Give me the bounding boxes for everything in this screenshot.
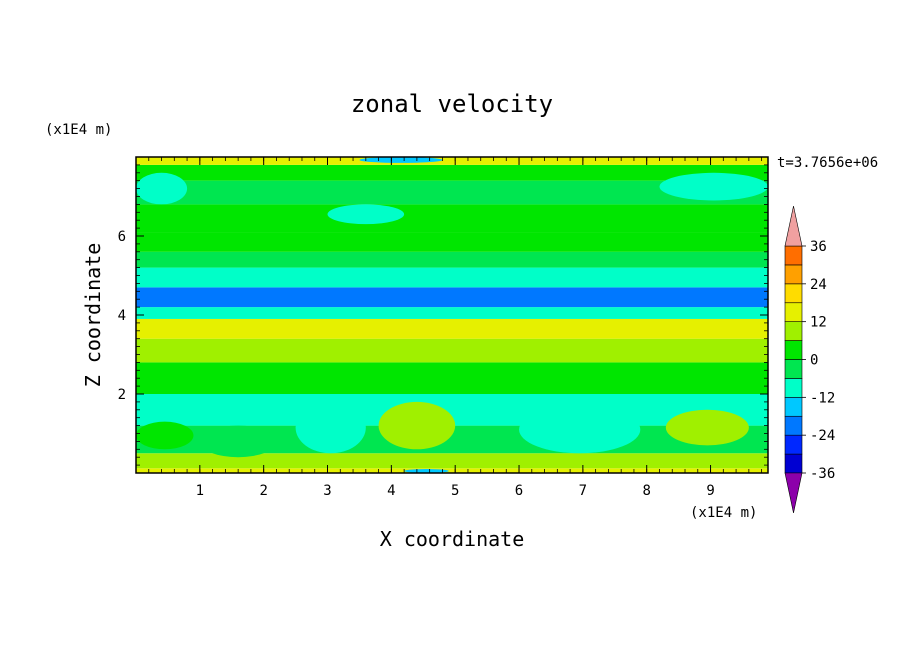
contour-feature bbox=[665, 409, 749, 446]
contour-feature bbox=[327, 204, 405, 225]
y-tick-label: 2 bbox=[118, 387, 126, 403]
x-scale-label: (x1E4 m) bbox=[690, 505, 757, 521]
colorbar-swatch bbox=[784, 245, 803, 266]
contour-feature bbox=[359, 157, 443, 163]
colorbar-swatch bbox=[784, 415, 803, 436]
colorbar-label: -24 bbox=[810, 428, 835, 444]
colorbar-label: -36 bbox=[810, 466, 835, 482]
contour-band bbox=[136, 307, 768, 319]
colorbar: 36 24 12 0 -12 -24 -36 bbox=[784, 205, 835, 514]
contour-band bbox=[136, 362, 768, 394]
colorbar-swatch bbox=[784, 321, 803, 341]
colorbar-swatch bbox=[784, 283, 803, 304]
y-axis: 2 4 6 bbox=[118, 164, 768, 466]
contour-feature bbox=[404, 469, 449, 473]
contour-feature bbox=[659, 172, 768, 201]
contour-band bbox=[136, 453, 768, 469]
chart-title: zonal velocity bbox=[351, 90, 553, 118]
colorbar-label: 36 bbox=[810, 239, 827, 255]
contour-band bbox=[136, 338, 768, 363]
colorbar-swatch bbox=[784, 340, 803, 360]
contour-band bbox=[136, 251, 768, 268]
contour-feature bbox=[199, 425, 277, 458]
x-tick-label: 3 bbox=[323, 483, 331, 499]
contour-band bbox=[136, 318, 768, 339]
contour-feature bbox=[136, 172, 188, 205]
x-tick-label: 5 bbox=[451, 483, 459, 499]
colorbar-swatch bbox=[784, 359, 803, 379]
colorbar-label: -12 bbox=[810, 390, 835, 406]
contour-band bbox=[136, 468, 768, 473]
colorbar-over-arrow bbox=[784, 205, 803, 247]
contour-feature bbox=[378, 401, 456, 450]
contour-band bbox=[136, 157, 768, 165]
y-scale-label: (x1E4 m) bbox=[45, 122, 112, 138]
contour-feature bbox=[519, 405, 641, 454]
contour-band bbox=[136, 204, 768, 233]
colorbar-label: 0 bbox=[810, 353, 818, 369]
contour-feature bbox=[295, 401, 366, 454]
contour-band bbox=[136, 180, 768, 205]
time-label: t=3.7656e+06 bbox=[777, 155, 878, 171]
y-tick-label: 6 bbox=[118, 229, 126, 245]
x-axis-label: X coordinate bbox=[380, 527, 525, 551]
contour-band bbox=[136, 232, 768, 252]
x-tick-label: 9 bbox=[706, 483, 714, 499]
x-tick-label: 1 bbox=[196, 483, 204, 499]
contour-feature bbox=[136, 421, 194, 450]
x-tick-label: 8 bbox=[642, 483, 650, 499]
colorbar-label: 24 bbox=[810, 277, 827, 293]
x-tick-label: 4 bbox=[387, 483, 395, 499]
colorbar-swatch bbox=[784, 302, 803, 322]
colorbar-label: 12 bbox=[810, 315, 827, 331]
colorbar-swatch bbox=[784, 397, 803, 417]
y-tick-label: 4 bbox=[118, 308, 126, 324]
colorbar-swatch bbox=[784, 378, 803, 398]
x-tick-label: 6 bbox=[515, 483, 523, 499]
contour-layer bbox=[136, 157, 768, 473]
contour-field bbox=[136, 157, 768, 473]
contour-band bbox=[136, 287, 768, 308]
y-axis-label: Z coordinate bbox=[81, 243, 105, 388]
colorbar-swatch bbox=[784, 264, 803, 285]
x-tick-label: 2 bbox=[259, 483, 267, 499]
contour-band bbox=[136, 164, 768, 181]
colorbar-swatch bbox=[784, 434, 803, 455]
x-axis: 1 2 3 4 5 6 7 8 9 bbox=[148, 157, 763, 499]
colorbar-under-arrow bbox=[784, 472, 803, 514]
x-tick-label: 7 bbox=[579, 483, 587, 499]
contour-band bbox=[136, 267, 768, 288]
colorbar-swatch bbox=[784, 453, 803, 474]
